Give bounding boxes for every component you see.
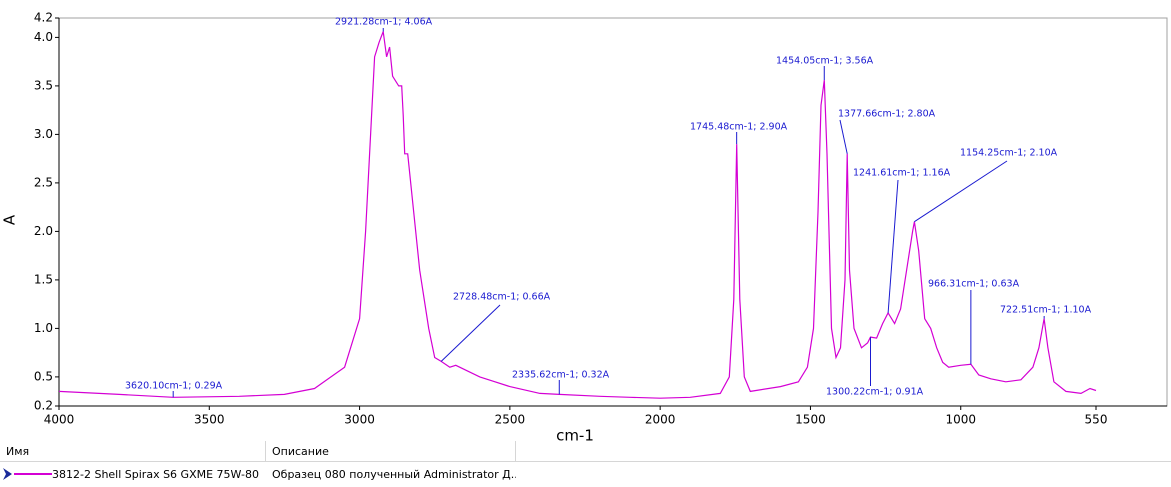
x-tick-label: 3500 [194,413,225,427]
annotation-label: 722.51cm-1; 1.10A [1000,305,1092,316]
series-swatch [3,468,52,480]
y-tick-label: 3.0 [34,127,53,141]
y-tick-label: 2.5 [34,175,53,189]
x-tick-label: 3000 [344,413,375,427]
x-tick-label: 4000 [44,413,75,427]
chart: cm-1 A 0.2 0.5 1.0 1.5 2.0 2.5 3.0 3.5 4.0 4.2 400… [1,11,1168,445]
annotation-leader [914,160,1008,223]
annotation-label: 2335.62cm-1; 0.32A [512,370,610,381]
annotation-label: 3620.10cm-1; 0.29A [125,381,223,392]
annotation-leader [839,119,848,154]
annotation-label: 1745.48cm-1; 2.90A [690,122,788,133]
column-header[interactable]: Описание [266,441,516,462]
column-header[interactable]: Имя [0,441,266,462]
y-tick-label: 0.2 [34,399,53,413]
row-description[interactable]: Образец 080 полученный Administrator Д..… [272,468,516,481]
annotation-label: 2921.28cm-1; 4.06A [335,17,433,28]
annotation-label: 1377.66cm-1; 2.80A [838,109,936,120]
legend-table: Имя Описание 3812-2 Shell Spirax S6 GXME… [0,441,1171,487]
y-tick-label: 4.2 [34,11,53,25]
legend-name[interactable]: 3812-2 Shell Spirax S6 GXME 75W-80 [52,468,259,481]
spectrum-line [58,31,1097,399]
annotation-leader [440,304,501,362]
annotation-label: 966.31cm-1; 0.63A [928,279,1020,290]
annotation-label: 1300.22cm-1; 0.91A [826,387,924,398]
y-tick-label: 1.0 [34,321,53,335]
y-tick-label: 1.5 [34,272,53,286]
y-tick-label: 4.0 [34,30,53,44]
x-tick-label: 2500 [495,413,526,427]
annotation-leader [887,179,899,313]
annotation-label: 2728.48cm-1; 0.66A [453,292,551,303]
y-axis-label: A [1,214,19,225]
x-tick-label: 2000 [645,413,676,427]
annotation-label: 1241.61cm-1; 1.16A [853,168,951,179]
annotation-label: 1454.05cm-1; 3.56A [776,56,874,67]
annotation-label: 1154.25cm-1; 2.10A [960,148,1058,159]
header-filler [516,441,1171,462]
x-axis-label: cm-1 [556,427,594,442]
y-tick-label: 3.5 [34,78,53,92]
y-tick-label: 0.5 [34,369,53,383]
y-tick-label: 2.0 [34,224,53,238]
x-tick-label: 1500 [795,413,826,427]
row-arrow [3,468,12,480]
plot-frame [58,17,1168,407]
x-tick-label: 550 [1085,413,1108,427]
x-tick-label: 1000 [945,413,976,427]
